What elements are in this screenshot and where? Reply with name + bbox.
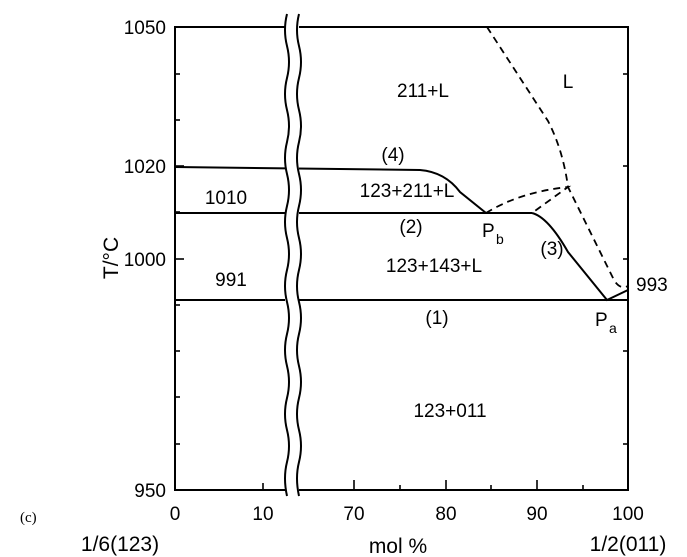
curve-label-1: (1) bbox=[425, 308, 448, 329]
point-pb-letter: P bbox=[482, 221, 495, 242]
y-tick-1020: 1020 bbox=[124, 157, 166, 178]
curve-label-2: (2) bbox=[399, 217, 422, 238]
x-axis-label: mol % bbox=[369, 535, 427, 557]
y-axis-label: T/°C bbox=[100, 237, 123, 279]
x-tick-10: 10 bbox=[252, 504, 273, 525]
curve-label-3: (3) bbox=[540, 239, 563, 260]
x-tick-70: 70 bbox=[343, 504, 364, 525]
temp-991: 991 bbox=[215, 270, 247, 291]
dashed-boundaries bbox=[485, 26, 629, 289]
y-tick-1000: 1000 bbox=[124, 250, 166, 271]
axis-break bbox=[284, 13, 302, 498]
region-123-211-l: 123+211+L bbox=[360, 181, 455, 202]
x-tick-90: 90 bbox=[526, 504, 547, 525]
curve-4 bbox=[174, 166, 487, 214]
x-ticks bbox=[174, 480, 629, 490]
phase-boundaries bbox=[174, 166, 629, 302]
point-pa-subscript: a bbox=[609, 320, 617, 336]
region-123-143-l: 123+143+L bbox=[386, 256, 482, 277]
region-123-011: 123+011 bbox=[413, 401, 486, 422]
y-ticks bbox=[175, 26, 628, 491]
x-tick-100: 100 bbox=[612, 504, 644, 525]
x-tick-0: 0 bbox=[170, 504, 181, 525]
x-tick-80: 80 bbox=[435, 504, 456, 525]
x-left-label: 1/6(123) bbox=[81, 533, 159, 556]
peritectic-link bbox=[485, 185, 572, 214]
point-pa-letter: P bbox=[595, 310, 608, 331]
x-right-label: 1/2(011) bbox=[590, 533, 667, 556]
point-pb-subscript: b bbox=[496, 231, 504, 247]
temp-993: 993 bbox=[636, 275, 668, 296]
point-pa: P a bbox=[595, 310, 617, 336]
curve-3 bbox=[531, 212, 629, 302]
point-pb: P b bbox=[482, 221, 504, 247]
temp-1010: 1010 bbox=[205, 188, 247, 209]
curve-label-4: (4) bbox=[381, 145, 404, 166]
y-tick-1050: 1050 bbox=[124, 18, 166, 39]
panel-label: (c) bbox=[20, 510, 37, 526]
region-liquid: L bbox=[563, 72, 574, 93]
y-tick-950: 950 bbox=[134, 481, 166, 502]
region-211-l: 211+L bbox=[397, 81, 449, 102]
